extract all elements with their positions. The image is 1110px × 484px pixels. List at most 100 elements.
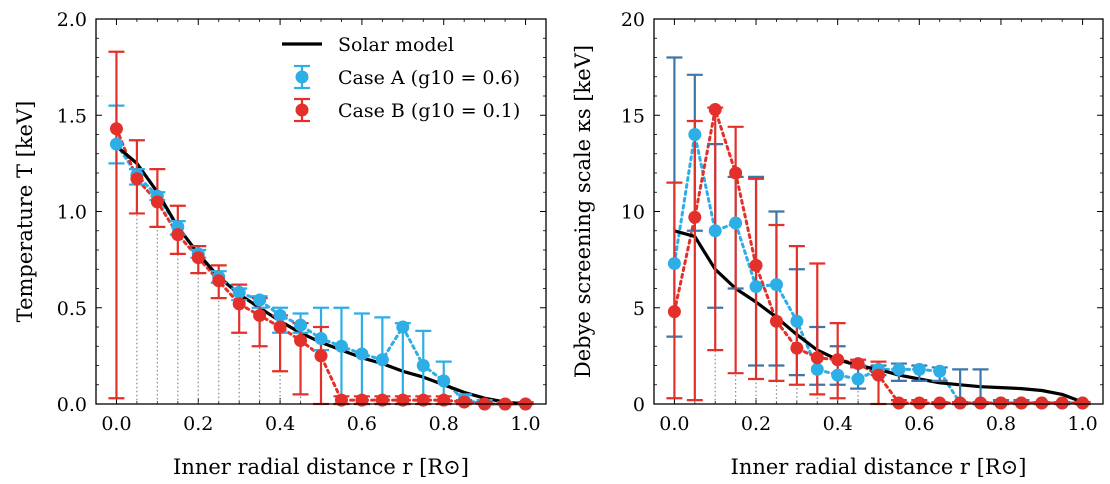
point-case-a bbox=[416, 359, 430, 372]
point-case-a bbox=[667, 256, 681, 270]
y-tick-label: 10 bbox=[621, 202, 645, 224]
point-case-a bbox=[790, 314, 804, 328]
y-tick-label: 0 bbox=[633, 394, 645, 416]
point-case-a bbox=[334, 339, 348, 353]
point-case-b bbox=[191, 251, 205, 265]
legend: Solar model Case A (g10 = 0.6) Case B (g10… bbox=[282, 34, 520, 123]
y-tick-label: 0.5 bbox=[57, 298, 87, 320]
x-axis-label: Inner radial distance r [R⊙] bbox=[173, 455, 469, 479]
point-case-b bbox=[708, 102, 722, 116]
point-case-a bbox=[437, 374, 451, 388]
point-case-b bbox=[851, 357, 865, 371]
point-case-b bbox=[416, 393, 430, 407]
y-axis-label: Debye screening scale κs [keV] bbox=[571, 45, 595, 378]
y-tick-label: 20 bbox=[621, 9, 645, 31]
x-axis-label: Inner radial distance r [R⊙] bbox=[731, 455, 1027, 479]
point-case-a bbox=[314, 332, 328, 346]
point-case-a bbox=[729, 216, 743, 230]
point-case-a bbox=[253, 293, 267, 307]
x-tick-label: 0.0 bbox=[101, 413, 131, 435]
legend-entry: Case B (g10 = 0.1) bbox=[338, 100, 520, 122]
point-case-b bbox=[294, 333, 308, 347]
x-tick-label: 1.0 bbox=[510, 413, 540, 435]
x-tick-label: 0.6 bbox=[347, 413, 377, 435]
point-case-b bbox=[253, 308, 267, 322]
point-case-b bbox=[769, 314, 783, 328]
point-case-b bbox=[109, 122, 123, 136]
point-case-b bbox=[688, 210, 702, 224]
point-case-b bbox=[130, 172, 144, 186]
x-tick-label: 0.2 bbox=[741, 413, 771, 435]
y-tick-label: 1.5 bbox=[57, 105, 87, 127]
point-case-a bbox=[232, 285, 246, 299]
point-case-b bbox=[912, 396, 926, 410]
legend-swatch-marker bbox=[295, 70, 309, 84]
point-case-a bbox=[396, 320, 410, 334]
point-case-a bbox=[933, 364, 947, 378]
plot-frame bbox=[95, 18, 547, 405]
point-case-b bbox=[933, 396, 947, 410]
plot-frame bbox=[653, 18, 1104, 405]
point-case-b bbox=[232, 297, 246, 311]
point-case-a bbox=[831, 368, 845, 382]
point-case-a bbox=[708, 224, 722, 238]
point-case-a bbox=[294, 318, 308, 332]
x-tick-label: 0.8 bbox=[986, 413, 1016, 435]
point-case-b bbox=[171, 228, 185, 242]
point-case-a bbox=[273, 308, 287, 322]
point-case-b bbox=[749, 258, 763, 272]
panel-debye: 0.0 0.2 0.4 0.6 0.8 1.0 0 5 10 15 20 Inner radial d… bbox=[571, 9, 1104, 479]
point-case-b bbox=[953, 396, 967, 410]
point-case-b bbox=[1076, 396, 1090, 410]
point-case-b bbox=[1055, 396, 1069, 410]
point-case-a bbox=[375, 353, 389, 367]
panel-temperature: 0.0 0.2 0.4 0.6 0.8 1.0 0.0 0.5 1.0 1.5 2.0 Inner r… bbox=[13, 9, 547, 479]
x-tick-label: 1.0 bbox=[1067, 413, 1097, 435]
x-tick-label: 0.6 bbox=[904, 413, 934, 435]
point-case-b bbox=[314, 349, 328, 363]
x-tick-label: 0.4 bbox=[823, 413, 853, 435]
y-axis-label: Temperature T [keV] bbox=[13, 101, 37, 323]
point-case-b bbox=[375, 393, 389, 407]
point-case-b bbox=[437, 393, 451, 407]
x-tick-label: 0.4 bbox=[265, 413, 295, 435]
point-case-b bbox=[831, 353, 845, 367]
point-case-b bbox=[994, 396, 1008, 410]
point-case-a bbox=[892, 362, 906, 376]
point-case-b bbox=[457, 395, 471, 409]
point-case-b bbox=[150, 195, 164, 209]
x-tick-label: 0.0 bbox=[659, 413, 689, 435]
legend-swatch-marker bbox=[295, 103, 309, 117]
legend-entry: Solar model bbox=[338, 34, 454, 56]
point-case-a bbox=[912, 362, 926, 376]
point-case-b bbox=[872, 368, 885, 382]
point-case-a bbox=[769, 278, 783, 292]
x-tick-label: 0.8 bbox=[429, 413, 459, 435]
point-case-b bbox=[667, 305, 681, 319]
point-case-a bbox=[109, 137, 123, 151]
point-case-b bbox=[355, 393, 369, 407]
point-case-a bbox=[851, 372, 865, 386]
y-tick-label: 15 bbox=[621, 105, 645, 127]
point-case-b bbox=[212, 274, 226, 288]
y-tick-label: 5 bbox=[633, 298, 645, 320]
point-case-b bbox=[334, 393, 348, 407]
point-case-b bbox=[974, 396, 988, 410]
y-tick-label: 0.0 bbox=[57, 394, 87, 416]
point-case-b bbox=[1014, 396, 1028, 410]
x-tick-label: 0.2 bbox=[183, 413, 213, 435]
series-curve-case-b bbox=[115, 127, 527, 406]
point-case-a bbox=[688, 128, 702, 141]
point-case-b bbox=[396, 393, 410, 407]
point-case-a bbox=[355, 347, 369, 361]
point-case-a bbox=[749, 280, 763, 294]
point-case-b bbox=[790, 341, 804, 355]
point-case-b bbox=[810, 351, 824, 365]
point-case-b bbox=[1035, 396, 1049, 410]
y-tick-label: 1.0 bbox=[57, 202, 87, 224]
point-case-b bbox=[892, 396, 906, 410]
point-case-b bbox=[273, 320, 287, 334]
point-case-a bbox=[810, 362, 824, 376]
